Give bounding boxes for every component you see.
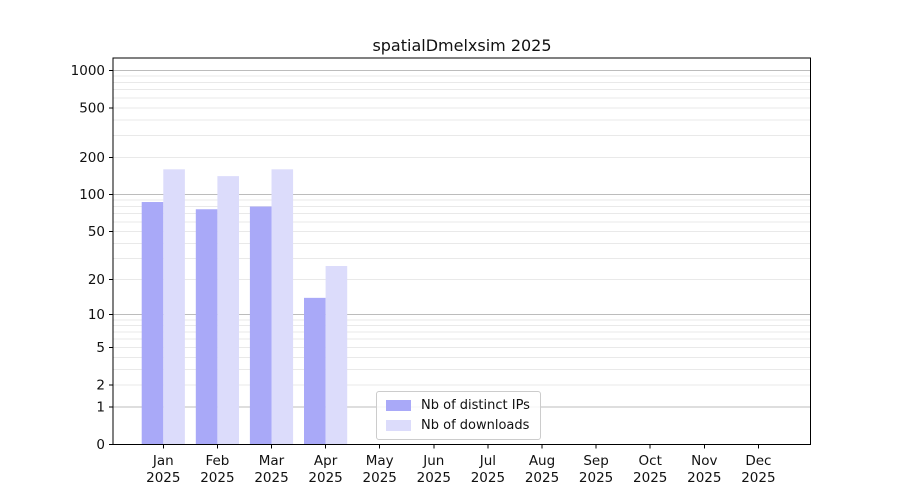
y-tick-label: 0 <box>96 437 105 453</box>
legend-swatch-downloads <box>386 420 411 431</box>
x-tick-label-year: 2025 <box>417 470 451 486</box>
x-tick-label-month: Jun <box>422 453 444 469</box>
chart-title: spatialDmelxsim 2025 <box>372 36 552 55</box>
x-tick-label-month: May <box>366 453 394 469</box>
bar-feb-downloads <box>217 176 239 445</box>
x-tick-label-year: 2025 <box>254 470 288 486</box>
bar-mar-distinct-ips <box>249 206 272 445</box>
x-tick-label-month: Apr <box>314 453 338 469</box>
x-tick-label-year: 2025 <box>471 470 505 486</box>
bar-apr-distinct-ips <box>304 297 326 445</box>
y-tick-label: 2 <box>96 378 105 394</box>
y-tick-label: 200 <box>79 150 105 166</box>
x-tick-label-year: 2025 <box>579 470 613 486</box>
x-tick-label-month: Aug <box>529 453 555 469</box>
x-tick-label-month: Jan <box>152 453 174 469</box>
x-tick-label-month: Oct <box>639 453 662 469</box>
bar-mar-downloads <box>271 169 294 445</box>
y-tick-label: 20 <box>88 272 105 288</box>
x-tick-label-year: 2025 <box>308 470 342 486</box>
x-tick-label-year: 2025 <box>363 470 397 486</box>
legend-item-downloads: Nb of downloads <box>386 418 530 433</box>
x-tick-label-month: Dec <box>745 453 771 469</box>
y-tick-label: 1000 <box>71 63 105 79</box>
bar-apr-downloads <box>325 266 348 445</box>
x-tick-label-year: 2025 <box>741 470 775 486</box>
x-tick-label-month: Mar <box>259 453 285 469</box>
y-tick-label: 50 <box>88 224 105 240</box>
x-tick-label-year: 2025 <box>525 470 559 486</box>
y-tick-label: 100 <box>79 187 105 203</box>
legend-label-downloads: Nb of downloads <box>421 418 530 433</box>
x-tick-label-month: Jul <box>479 453 496 469</box>
legend-item-distinct-ips: Nb of distinct IPs <box>386 398 530 413</box>
y-tick-label: 1 <box>96 399 105 415</box>
x-tick-label-year: 2025 <box>633 470 667 486</box>
bar-jan-downloads <box>163 169 185 445</box>
x-tick-label-year: 2025 <box>687 470 721 486</box>
y-tick-label: 5 <box>96 340 105 356</box>
y-tick-label: 10 <box>88 307 105 323</box>
x-tick-label-year: 2025 <box>146 470 180 486</box>
bar-feb-distinct-ips <box>195 209 218 445</box>
x-tick-label-month: Feb <box>205 453 229 469</box>
x-tick-label-year: 2025 <box>200 470 234 486</box>
legend: Nb of distinct IPs Nb of downloads <box>376 391 541 440</box>
x-tick-label-month: Nov <box>691 453 717 469</box>
legend-label-distinct-ips: Nb of distinct IPs <box>421 398 530 413</box>
bar-jan-distinct-ips <box>141 202 164 445</box>
legend-swatch-distinct-ips <box>386 400 411 411</box>
x-tick-label-month: Sep <box>583 453 608 469</box>
plot-border <box>112 57 811 445</box>
y-tick-label: 500 <box>79 100 105 116</box>
